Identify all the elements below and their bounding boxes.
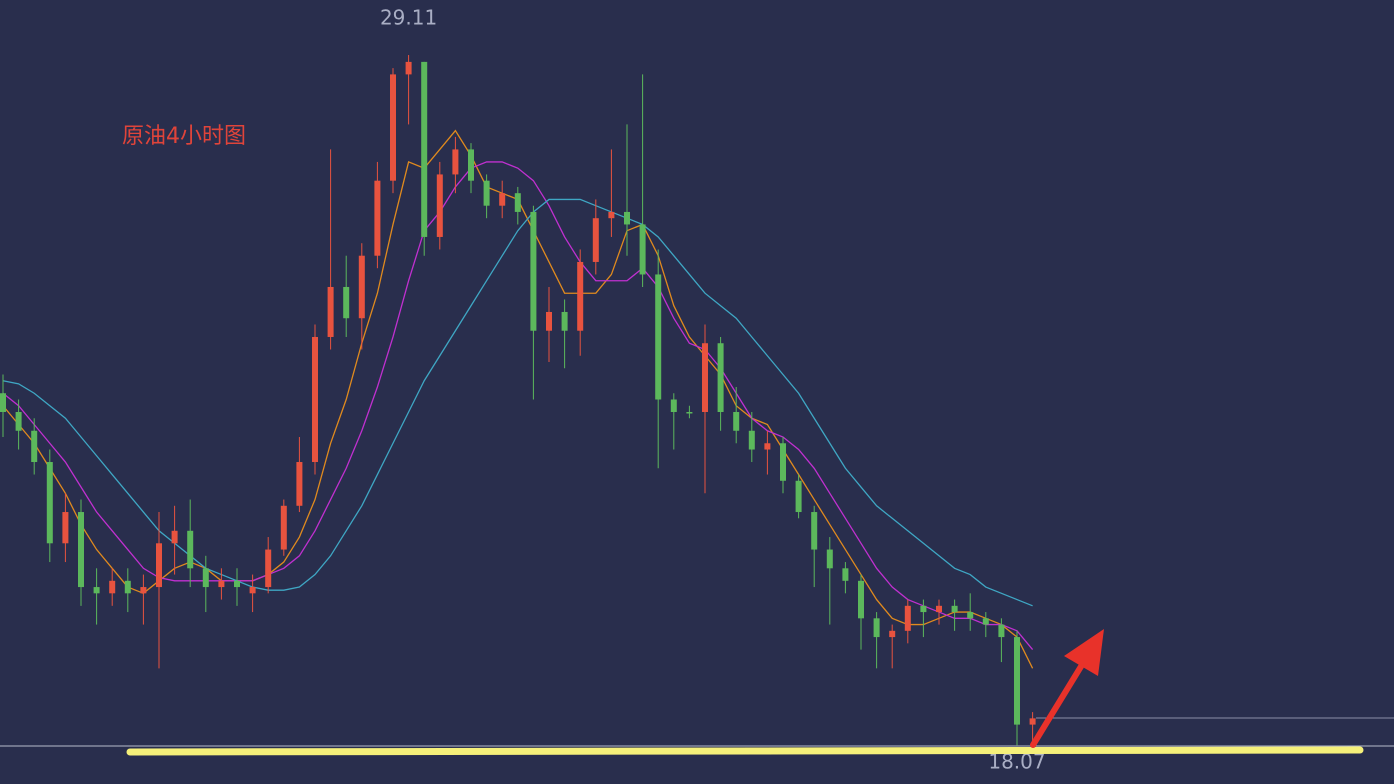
candle-body bbox=[499, 193, 506, 206]
candle-body bbox=[265, 549, 272, 588]
candle-body bbox=[982, 618, 989, 625]
candle-body bbox=[561, 311, 568, 331]
candle-body bbox=[171, 530, 178, 544]
candle-body bbox=[78, 512, 84, 588]
chart-title: 原油4小时图 bbox=[122, 124, 246, 149]
candle-body bbox=[436, 174, 443, 237]
candle-body bbox=[156, 543, 162, 588]
candle-body bbox=[842, 568, 849, 581]
candle-body bbox=[904, 605, 911, 631]
candle-body bbox=[608, 211, 615, 219]
candle-body bbox=[109, 580, 116, 594]
candle-body bbox=[249, 587, 256, 594]
candle-body bbox=[780, 443, 786, 481]
candle-body bbox=[234, 580, 240, 588]
arrow-shaft bbox=[1030, 652, 1091, 748]
candle-body bbox=[811, 512, 818, 550]
candle-body bbox=[546, 311, 552, 331]
candle-body bbox=[764, 443, 771, 450]
candle-body bbox=[889, 630, 896, 638]
candle-body bbox=[46, 462, 53, 544]
candle-body bbox=[468, 149, 474, 181]
candle-body bbox=[390, 74, 396, 181]
candle-body bbox=[405, 61, 412, 75]
support-line bbox=[126, 746, 1364, 756]
candle-body bbox=[421, 61, 428, 237]
candle-body bbox=[218, 580, 225, 588]
candle-body bbox=[312, 336, 318, 463]
candle-body bbox=[873, 618, 880, 638]
candle-body bbox=[1029, 718, 1036, 725]
arrow-head bbox=[1064, 629, 1104, 676]
candle-body bbox=[826, 549, 833, 569]
candle-body bbox=[62, 512, 69, 544]
moving-average-line bbox=[2, 161, 1034, 650]
candle-body bbox=[31, 430, 38, 463]
candle-body bbox=[717, 343, 724, 413]
candle-body bbox=[296, 462, 303, 506]
candle-body bbox=[702, 343, 708, 413]
candle-body bbox=[624, 211, 630, 225]
candle-body bbox=[748, 430, 755, 450]
candle-body bbox=[202, 568, 209, 588]
candle-body bbox=[639, 224, 646, 275]
candle-body bbox=[93, 587, 100, 594]
candle-body bbox=[514, 193, 521, 212]
candle-body bbox=[530, 211, 537, 331]
candle-body bbox=[187, 530, 194, 569]
candle-body bbox=[686, 412, 693, 414]
candle-body bbox=[343, 286, 350, 319]
candle-body bbox=[733, 412, 740, 431]
candle-body bbox=[374, 180, 381, 256]
candle-body bbox=[0, 393, 6, 413]
candle-body bbox=[483, 180, 490, 206]
candle-body bbox=[655, 274, 662, 400]
candle-body bbox=[452, 149, 459, 175]
candle-body bbox=[951, 605, 958, 613]
candle-body bbox=[592, 218, 599, 262]
candle-body bbox=[795, 480, 802, 513]
candle-body bbox=[998, 624, 1005, 638]
candle-body bbox=[1014, 637, 1020, 725]
candle-body bbox=[670, 399, 677, 413]
candle-body bbox=[858, 580, 864, 619]
candle-body bbox=[358, 255, 365, 319]
candle-body bbox=[577, 261, 584, 331]
candle-body bbox=[124, 580, 131, 594]
candle-body bbox=[936, 605, 942, 613]
candle-body bbox=[920, 605, 927, 613]
candle-body bbox=[327, 286, 334, 337]
candle-body bbox=[280, 505, 287, 550]
high-label: 29.11 bbox=[380, 6, 437, 30]
candle-body bbox=[15, 412, 22, 431]
candle-body bbox=[967, 612, 974, 619]
candle-body bbox=[140, 587, 147, 594]
